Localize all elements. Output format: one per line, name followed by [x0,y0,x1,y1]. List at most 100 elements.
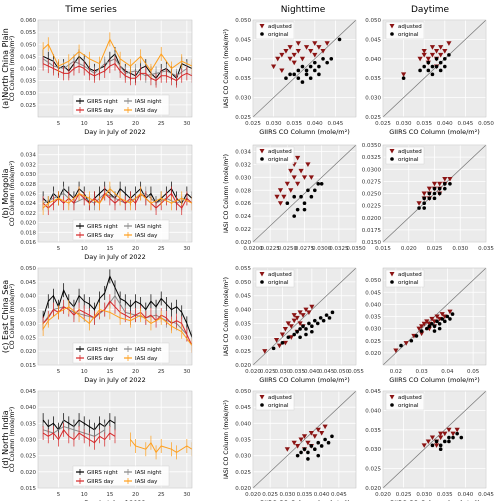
y-tick-label: 0.034 [235,149,251,155]
y-tick-label: 0.020 [365,486,381,492]
panel-daytime: 0.020 0.025 0.030 0.035 0.040 0.045 0.020 0.025… [365,389,494,501]
x-tick-label: 0.045 [458,121,474,127]
row-label: (b) Mongolia [1,168,10,218]
legend-label: IASI night [135,347,162,353]
plot-area [383,145,486,242]
point-adjusted [295,155,301,161]
y-tick-label: 0.030 [365,327,381,333]
point-original [437,321,442,326]
point-adjusted [284,181,290,187]
point-original [302,201,307,205]
x-axis-label: Day in July of 2022 [84,376,146,384]
legend-label: original [398,280,419,286]
plot-frame [37,267,193,366]
point-original [414,334,419,338]
column-title-daytime: Daytime [411,5,450,15]
legend-label: adjusted [268,24,292,30]
point-original [323,437,327,442]
y-tick-label: 0.0250 [362,192,382,198]
legend-marker-adjusted [389,149,395,154]
y-tick-label: 0.040 [235,308,251,314]
y-tick-label: 0.050 [235,389,251,395]
x-tick-label: 0.025 [396,492,412,498]
point-original [302,207,307,212]
one-to-one-line [383,20,486,117]
point-original [292,194,297,199]
point-original [306,450,310,455]
point-adjusted [285,321,291,327]
y-axis-label: IASI CO Column (mole/m²) [223,154,230,233]
point-adjusted [416,326,422,332]
point-original [450,312,455,316]
point-original [299,194,303,199]
x-tick-label: 0.025 [262,492,278,498]
legend-box [385,269,425,288]
legend-label: original [398,32,419,38]
y-tick-label: 0.0200 [362,216,382,222]
y-tick-label: 0.026 [20,192,36,198]
legend-label: adjusted [268,272,292,278]
point-original [313,447,317,452]
point-adjusted [303,45,310,50]
x-tick-label: 0.0300 [312,246,332,252]
point-adjusted [447,176,453,182]
legend-box [72,465,170,487]
point-adjusted [308,431,314,436]
x-tick-label: 30 [183,246,190,252]
legend-marker-original [390,280,394,284]
point-adjusted [437,181,443,187]
y-tick-label: 0.015 [20,486,36,492]
point-original [438,68,443,73]
y-tick-label: 0.020 [235,486,251,492]
y-tick-label: 0.028 [20,182,36,188]
y-tick-label: 0.035 [235,76,251,82]
x-tick-label: 0.035 [286,121,302,127]
panel-nighttime: 0.0200.0250.0300.0350.0400.0450.0500.055… [223,266,364,384]
x-tick-label: 25 [158,121,165,127]
point-adjusted [287,56,293,62]
point-original [443,186,447,191]
y-tick-label: 0.035 [365,76,381,82]
y-tick-label: 0.025 [365,467,381,473]
legend-label: GIIRS night [87,470,119,476]
plot-frame [37,390,193,489]
point-original [304,68,309,73]
y-tick-label: 0.0150 [362,240,382,246]
point-adjusted [316,45,322,50]
y-tick-label: 0.050 [235,18,251,24]
series-line-giirs-day [42,192,192,209]
point-adjusted [295,49,301,54]
y-tick-label: 0.0225 [362,204,382,210]
y-tick-label: 0.030 [365,96,381,102]
point-original [438,60,443,65]
point-adjusted [324,41,330,46]
point-adjusted [425,439,431,445]
point-adjusted [295,181,301,187]
point-adjusted [295,443,301,449]
x-tick-label: 0.045 [478,492,494,498]
point-original [437,191,442,196]
point-original [286,335,291,340]
y-tick-label: 0.028 [235,188,251,194]
y-tick-label: 0.040 [20,67,36,73]
one-to-one-line [253,145,356,242]
point-original [285,201,290,205]
legend-label: GIIRS night [87,224,119,230]
point-original [327,316,332,320]
plot-area [253,268,356,365]
legend-marker-adjusted [389,272,395,277]
legend-label: adjusted [268,395,292,401]
x-tick-label: 0.045 [328,121,344,127]
legend-label: GIIRS night [87,347,119,353]
y-tick-label: 0.020 [235,240,251,246]
x-tick-label: 20 [132,246,139,252]
point-adjusted [288,168,294,174]
x-tick-label: 0.025 [245,121,261,127]
x-tick-label: 0.0350 [346,246,366,252]
legend-label: original [398,403,419,409]
one-to-one-line [253,391,356,488]
x-tick-label: 0.015 [375,246,391,252]
y-axis-label: IASI CO Column (mole/m²) [223,29,230,108]
point-adjusted [279,68,285,74]
point-adjusted [421,49,427,54]
